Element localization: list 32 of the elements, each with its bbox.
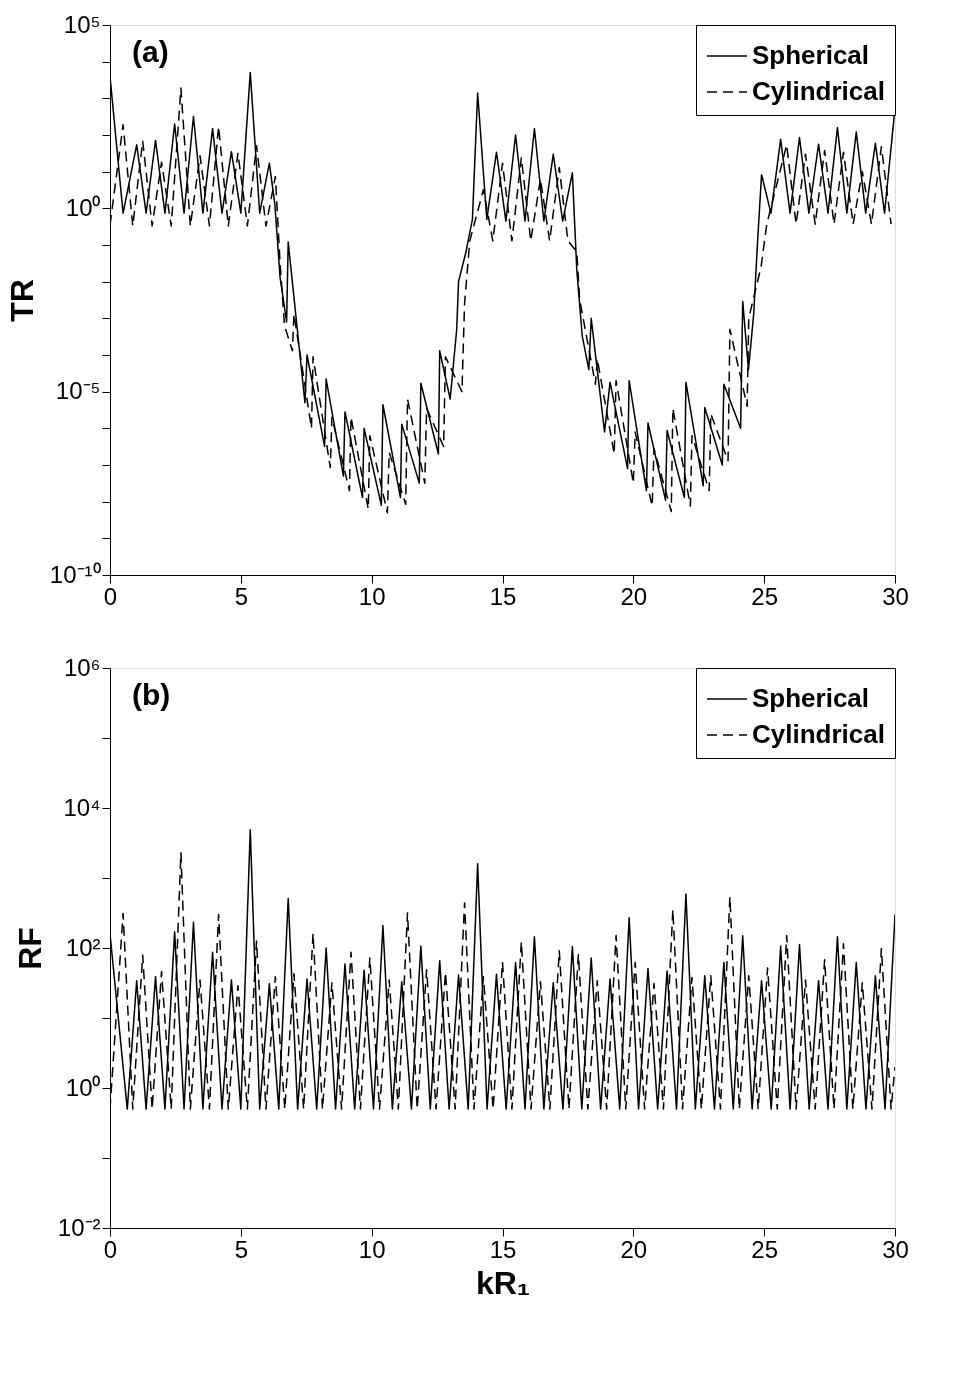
y-axis-title: RF	[11, 927, 48, 970]
y-tick-label: 10⁰	[65, 193, 101, 221]
x-tick-label: 25	[751, 582, 779, 610]
legend-label: Spherical	[752, 40, 870, 70]
x-tick-label: 15	[489, 582, 517, 610]
x-tick-label: 25	[751, 1235, 779, 1263]
y-tick-label: 10⁴	[63, 793, 101, 821]
x-tick-label: 20	[620, 1235, 648, 1263]
annotation: (a)	[132, 35, 169, 68]
y-axis-title: TR	[3, 279, 40, 322]
x-tick-label: 30	[882, 1235, 909, 1263]
x-tick-label: 20	[620, 582, 648, 610]
y-tick-label: 10⁻²	[57, 1213, 101, 1241]
x-tick-label: 30	[882, 582, 909, 610]
annotation: (b)	[132, 678, 171, 711]
legend-label: Spherical	[752, 683, 870, 713]
y-tick-label: 10⁻¹⁰	[49, 560, 101, 588]
y-tick-label: 10⁰	[65, 1073, 101, 1101]
legend-label: Cylindrical	[752, 719, 885, 749]
x-tick-label: 0	[103, 582, 118, 610]
y-tick-label: 10⁶	[63, 653, 101, 681]
x-tick-label: 15	[489, 1235, 517, 1263]
x-axis-title: kR₁	[475, 1264, 531, 1301]
y-tick-label: 10²	[65, 933, 101, 961]
y-tick-label: 10⁵	[63, 10, 101, 38]
x-tick-label: 10	[358, 1235, 386, 1263]
x-tick-label: 10	[358, 582, 386, 610]
x-tick-label: 0	[103, 1235, 118, 1263]
legend-label: Cylindrical	[752, 76, 885, 106]
x-tick-label: 5	[234, 582, 249, 610]
y-tick-label: 10⁻⁵	[55, 377, 101, 405]
x-tick-label: 5	[234, 1235, 249, 1263]
